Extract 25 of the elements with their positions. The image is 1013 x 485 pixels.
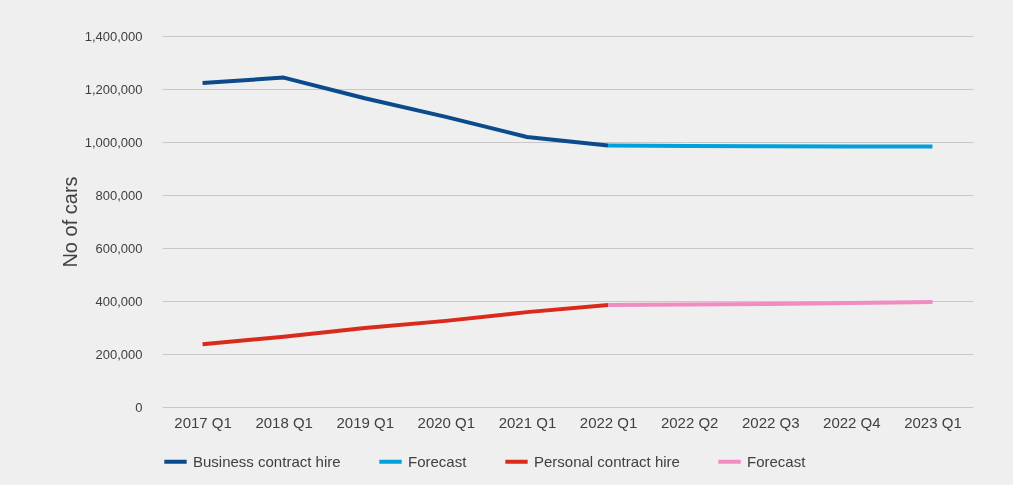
legend-label: Forecast: [408, 452, 468, 470]
x-tick-label: 2019 Q1: [336, 413, 395, 431]
x-tick-label: 2023 Q1: [904, 413, 962, 431]
y-tick-label: 1,000,000: [84, 134, 143, 150]
y-tick-label: 1,200,000: [84, 81, 143, 97]
x-tick-label: 2017 Q1: [174, 413, 232, 431]
y-tick-label: 800,000: [95, 187, 143, 203]
x-tick-label: 2018 Q1: [255, 413, 313, 431]
y-tick-label: 1,400,000: [84, 28, 143, 44]
x-tick-label: 2022 Q3: [741, 413, 800, 431]
y-tick-label: 600,000: [95, 240, 143, 256]
y-tick-label: 200,000: [95, 346, 143, 362]
x-tick-label: 2022 Q1: [579, 413, 638, 431]
legend-label: Business contract hire: [193, 452, 341, 470]
x-tick-label: 2022 Q2: [660, 413, 719, 431]
legend-label: Personal contract hire: [534, 452, 680, 470]
legend-label: Forecast: [747, 452, 807, 470]
line-series: [200, 302, 611, 347]
line-series: [200, 75, 611, 148]
x-tick-label: 2021 Q1: [498, 413, 557, 431]
y-tick-label: 0: [135, 399, 143, 415]
y-axis-title: No of cars: [58, 176, 81, 268]
y-tick-label: 400,000: [95, 293, 143, 309]
x-tick-label: 2020 Q1: [417, 413, 476, 431]
x-tick-label: 2022 Q4: [823, 413, 881, 431]
